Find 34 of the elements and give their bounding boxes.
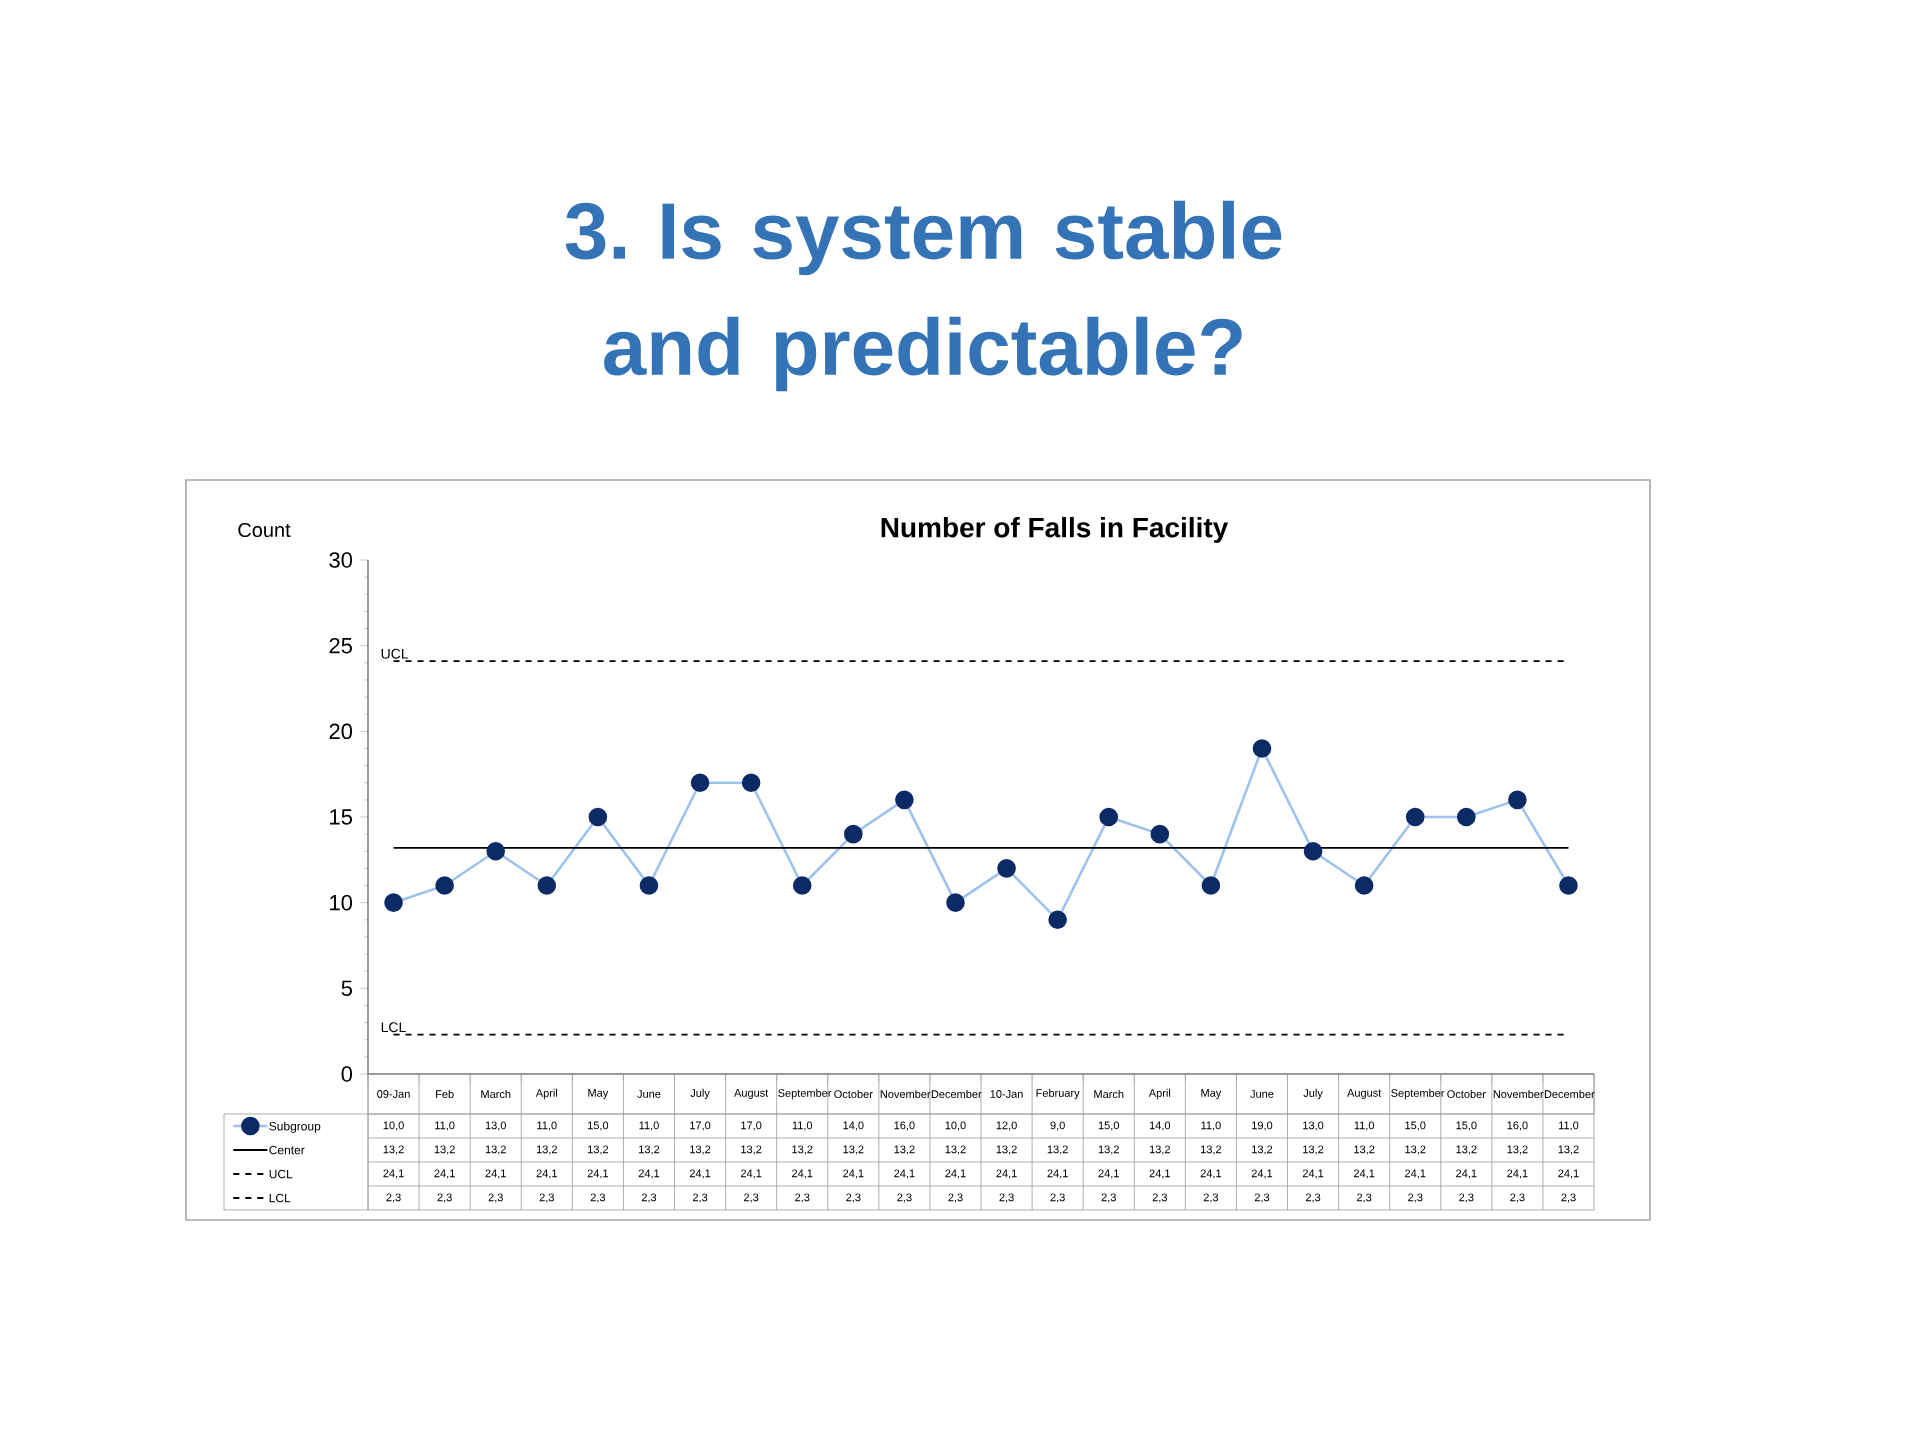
point: [1150, 824, 1170, 844]
y-tick-label: 0: [341, 1066, 353, 1082]
point: [1201, 876, 1221, 895]
point: [741, 773, 761, 793]
point: [946, 893, 965, 912]
y-tick-label: 10: [330, 894, 353, 911]
point: [1303, 841, 1323, 861]
point: [690, 773, 710, 793]
point: [1559, 876, 1578, 895]
point: [792, 876, 812, 895]
y-axis-title: Count: [238, 522, 291, 538]
point: [1457, 807, 1476, 827]
point: [1048, 910, 1067, 930]
point: [588, 807, 608, 827]
point: [895, 790, 914, 810]
y-tick-label: 30: [329, 552, 353, 568]
point: [1099, 807, 1119, 827]
y-tick-label: 20: [329, 723, 353, 740]
chart-title: 3. Is system stable and predictable?: [565, 200, 1282, 392]
point: [486, 841, 506, 861]
point: [1508, 790, 1527, 810]
chart-subtitle: Number of Falls in Facility: [881, 516, 1229, 544]
point: [844, 824, 863, 844]
point: [384, 893, 403, 912]
point: [435, 876, 454, 895]
y-tick-label: 25: [329, 637, 352, 654]
point: [1405, 807, 1425, 827]
y-tick-label: 15: [330, 809, 352, 825]
point: [1354, 876, 1374, 895]
point: [1252, 739, 1272, 758]
y-tick-label: 5: [341, 980, 352, 997]
point: [997, 859, 1016, 878]
point: [639, 876, 659, 895]
point: [537, 876, 557, 895]
